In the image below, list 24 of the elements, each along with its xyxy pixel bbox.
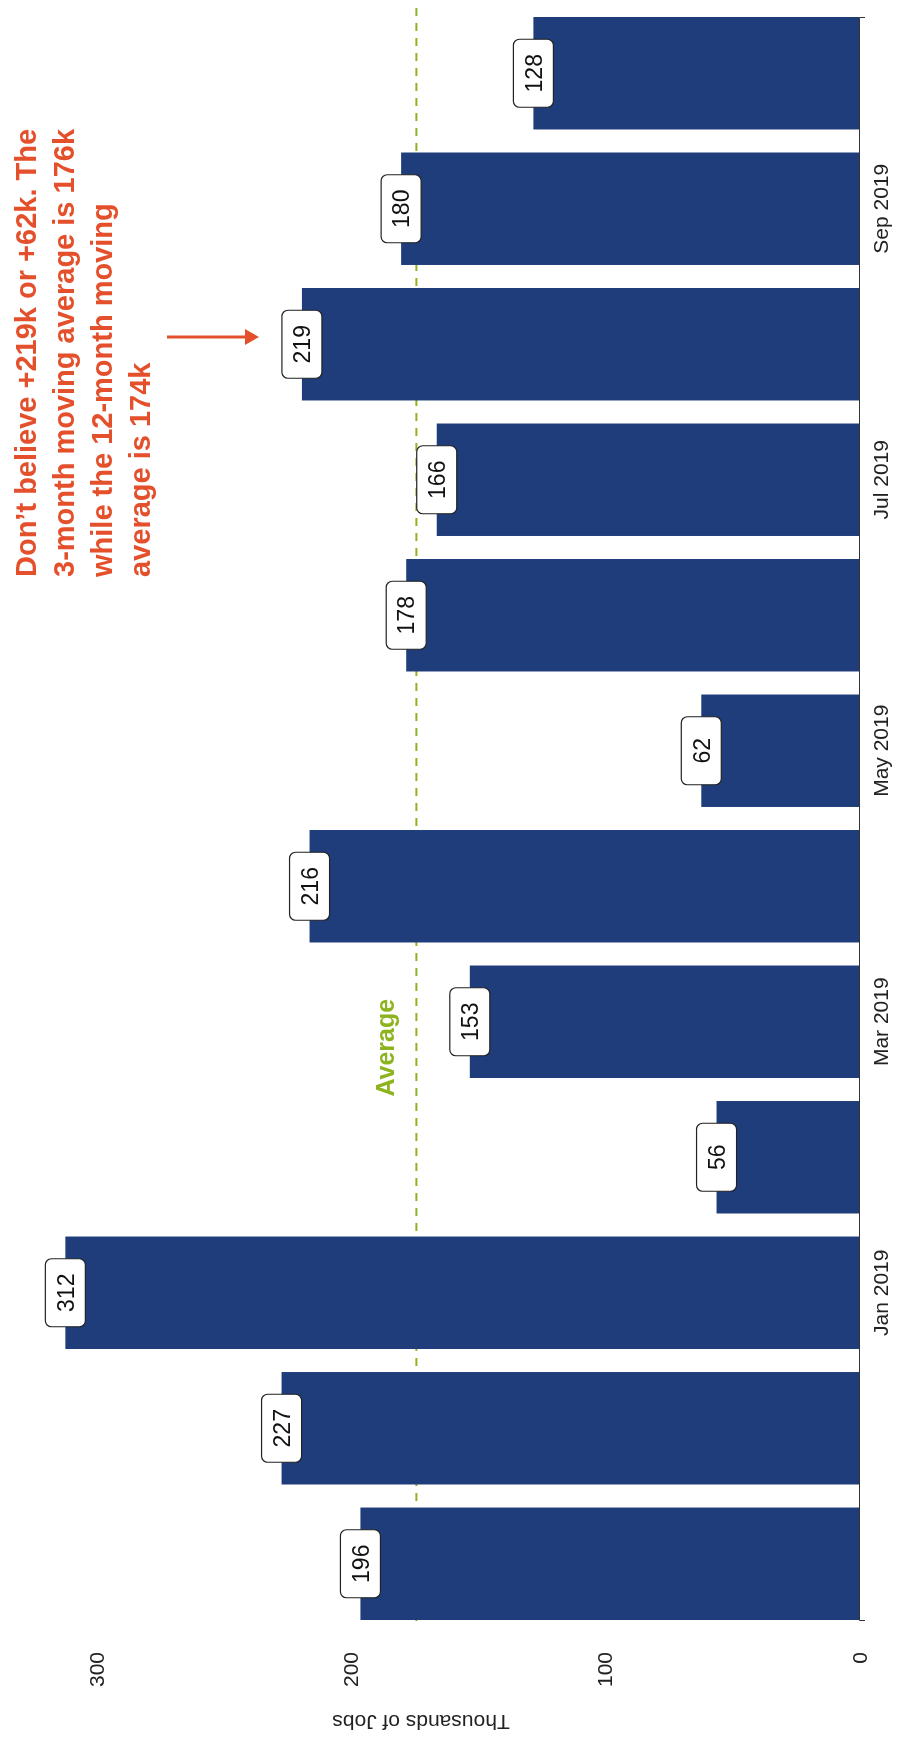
y-tick-label: May 2019 bbox=[868, 704, 892, 797]
data-label: 153 bbox=[457, 1002, 484, 1041]
data-label: 312 bbox=[52, 1273, 79, 1312]
data-label: 180 bbox=[388, 189, 415, 228]
y-tick-label: Mar 2019 bbox=[868, 977, 892, 1067]
data-label: 166 bbox=[424, 460, 451, 499]
x-axis-title: Thousands of Jobs bbox=[332, 1710, 510, 1734]
ref-line-label: Average bbox=[371, 998, 400, 1097]
data-label: 219 bbox=[289, 325, 316, 364]
data-label: 196 bbox=[347, 1544, 374, 1583]
x-tick-label: 0 bbox=[847, 1652, 871, 1664]
x-tick-label: 100 bbox=[593, 1652, 617, 1688]
data-label: 227 bbox=[268, 1409, 295, 1448]
y-tick-label: Sep 2019 bbox=[868, 163, 892, 254]
y-tick-label: Jan 2019 bbox=[868, 1249, 892, 1336]
data-label: 128 bbox=[520, 54, 547, 93]
y-tick-label: Jul 2019 bbox=[868, 440, 892, 520]
data-label: 56 bbox=[703, 1144, 730, 1171]
data-label: 62 bbox=[688, 737, 715, 764]
x-tick-label: 300 bbox=[84, 1652, 108, 1688]
data-label: 216 bbox=[296, 867, 323, 906]
data-label: 178 bbox=[393, 596, 420, 635]
annotation: Don’t believe +219k or +62k. The 3-month moving average is 176k while the 12-month moving average is 174k bbox=[10, 128, 156, 578]
x-tick-label: 200 bbox=[339, 1652, 363, 1688]
